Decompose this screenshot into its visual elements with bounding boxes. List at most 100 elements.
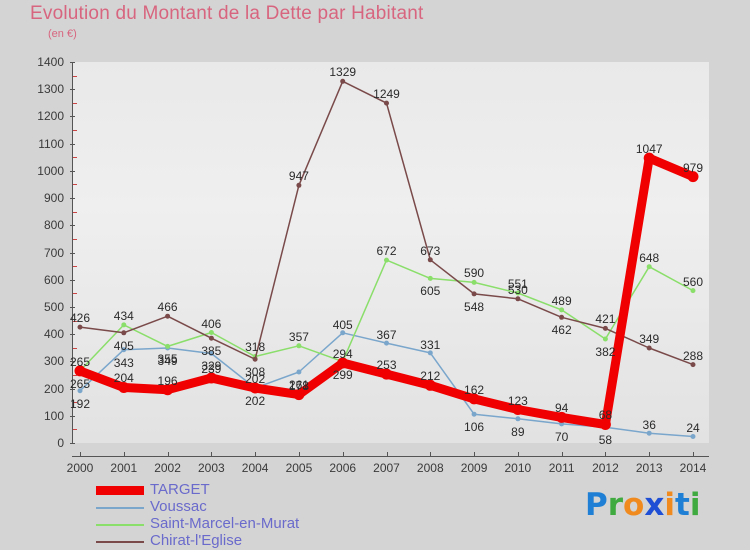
x-axis-line xyxy=(72,456,709,457)
legend-item-voussac[interactable]: Voussac xyxy=(96,498,426,516)
legend-color-swatch xyxy=(96,541,144,543)
x-axis-tick-label: 2010 xyxy=(504,461,532,475)
x-axis-tick-label: 2014 xyxy=(679,461,707,475)
y-axis-minor-tick xyxy=(73,211,77,213)
x-axis-tick-label: 2009 xyxy=(460,461,488,475)
data-point-label: 24 xyxy=(686,421,700,436)
legend-item-target[interactable]: TARGET xyxy=(96,481,426,499)
legend-color-swatch xyxy=(96,486,144,495)
data-point xyxy=(515,296,521,302)
logo-letter: r xyxy=(607,487,624,523)
data-point xyxy=(646,345,652,351)
x-axis-tick-label: 2011 xyxy=(548,461,575,475)
data-point-label: 1329 xyxy=(329,65,357,80)
data-point xyxy=(424,379,436,391)
data-point xyxy=(121,322,127,328)
legend-item-chirat-l-eglise[interactable]: Chirat-l'Eglise xyxy=(96,532,426,550)
plot-area xyxy=(72,62,709,443)
data-point xyxy=(77,388,83,394)
y-axis-tick-label: 800 xyxy=(43,218,64,233)
legend-color-swatch xyxy=(96,524,144,526)
y-axis-minor-tick xyxy=(73,130,77,132)
data-point-label: 673 xyxy=(420,243,441,258)
data-point-label: 1249 xyxy=(373,87,400,102)
data-point-label: 202 xyxy=(245,372,266,387)
y-axis-tick-mark xyxy=(70,443,75,444)
logo-letter: t xyxy=(674,487,690,523)
data-point-label: 294 xyxy=(332,346,353,361)
y-axis-tick-mark xyxy=(70,62,75,63)
data-point-label: 253 xyxy=(376,358,397,373)
y-axis-minor-tick xyxy=(73,320,77,322)
series-chirat-l-eglise xyxy=(77,78,696,368)
data-point xyxy=(646,264,652,270)
y-axis-tick-label: 400 xyxy=(43,327,64,342)
logo-letter: i xyxy=(689,487,701,523)
legend-item-saint-marcel-en-murat[interactable]: Saint-Marcel-en-Murat xyxy=(96,515,426,533)
x-axis-tick-label: 2006 xyxy=(329,461,357,475)
data-point xyxy=(165,343,171,349)
data-point xyxy=(208,351,214,356)
data-point xyxy=(384,340,389,346)
chart-legend: TARGET Voussac Saint-Marcel-en-Murat Chirat… xyxy=(96,481,426,550)
data-point-label: 106 xyxy=(464,420,485,435)
x-axis-tick-label: 2001 xyxy=(110,461,138,475)
y-axis-tick-mark xyxy=(70,143,75,145)
data-point xyxy=(293,389,305,401)
data-point-label: 367 xyxy=(376,328,397,343)
legend-label: Voussac xyxy=(150,498,207,515)
x-axis-tick-mark xyxy=(386,452,388,457)
data-point-label: 530 xyxy=(507,282,528,297)
data-point-label: 434 xyxy=(113,308,134,323)
data-point xyxy=(205,372,217,384)
data-point-label: 590 xyxy=(464,266,485,281)
data-point-label: 265 xyxy=(69,354,91,369)
data-point-label: 355 xyxy=(157,352,178,367)
y-axis-tick-mark xyxy=(70,415,75,417)
legend-label: Chirat-l'Eglise xyxy=(150,532,243,549)
data-point-label: 196 xyxy=(157,373,178,388)
data-point-label: 261 xyxy=(288,377,309,392)
x-axis-tick-mark xyxy=(211,452,213,457)
data-point-label: 357 xyxy=(288,329,309,344)
chart-subtitle: (en €) xyxy=(48,28,77,40)
x-axis-tick-mark xyxy=(298,452,300,457)
y-axis-minor-tick xyxy=(73,374,77,376)
data-point-label: 405 xyxy=(113,338,134,353)
y-axis-tick-mark xyxy=(70,279,75,281)
logo-letter: o xyxy=(623,487,645,523)
data-point-label: 551 xyxy=(507,277,528,292)
data-point xyxy=(602,325,608,331)
data-point-label: 212 xyxy=(420,369,441,384)
y-axis-tick-label: 1000 xyxy=(37,163,64,178)
x-axis-tick-mark xyxy=(649,452,651,457)
data-point-label: 331 xyxy=(420,337,441,352)
data-point-label: 192 xyxy=(69,396,91,411)
data-point-label: 349 xyxy=(157,354,178,369)
x-axis-tick-label: 2002 xyxy=(154,461,181,475)
x-axis-tick-label: 2013 xyxy=(635,461,663,475)
legend-color-swatch xyxy=(96,507,144,509)
data-point xyxy=(559,314,565,320)
data-point xyxy=(599,419,611,430)
data-point-label: 405 xyxy=(332,317,353,332)
page-title: Evolution du Montant de la Dette par Hab… xyxy=(30,3,424,24)
data-point xyxy=(77,324,83,330)
data-point xyxy=(340,78,346,84)
y-axis-tick-label: 1300 xyxy=(37,82,64,97)
data-point xyxy=(296,182,302,188)
data-point-label: 202 xyxy=(245,394,266,409)
data-point-label: 947 xyxy=(288,169,309,184)
data-point-label: 648 xyxy=(639,250,660,265)
y-axis-tick-mark xyxy=(70,334,75,336)
y-axis-tick-label: 100 xyxy=(43,408,64,423)
data-point xyxy=(471,411,477,417)
data-point xyxy=(690,434,696,439)
y-axis-minor-tick xyxy=(73,238,77,240)
data-point-label: 204 xyxy=(113,371,134,386)
data-point xyxy=(602,336,608,342)
data-point xyxy=(252,356,258,362)
legend-label: Saint-Marcel-en-Murat xyxy=(150,515,300,532)
data-point xyxy=(162,384,174,396)
data-point-label: 426 xyxy=(69,311,91,326)
